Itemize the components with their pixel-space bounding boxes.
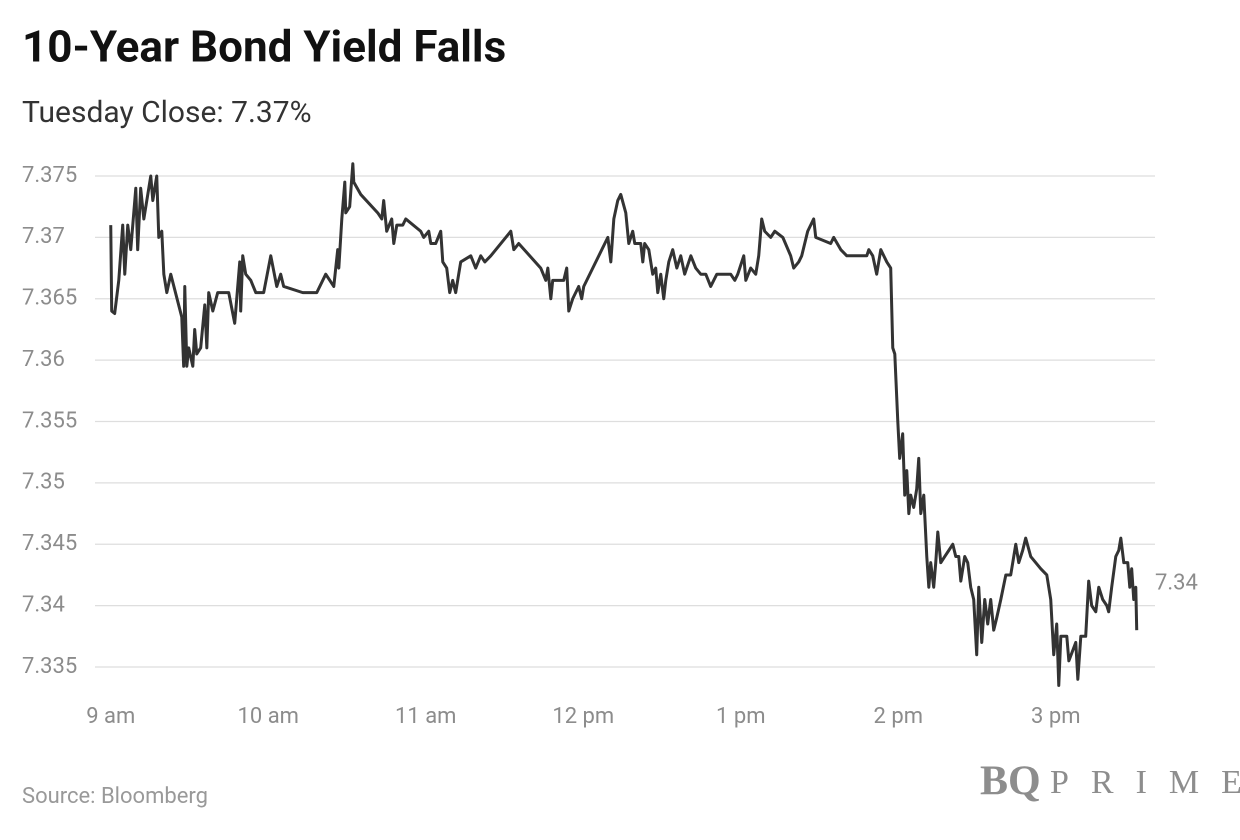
chart-title: 10-Year Bond Yield Falls: [22, 21, 506, 73]
y-tick-label: 7.34: [22, 592, 65, 617]
x-tick-label: 1 pm: [716, 704, 765, 729]
x-tick-label: 9 am: [86, 704, 135, 729]
x-tick-label: 2 pm: [874, 704, 923, 729]
y-tick-label: 7.36: [22, 347, 65, 372]
y-tick-label: 7.35: [22, 470, 65, 495]
y-tick-label: 7.37: [22, 224, 65, 249]
chart-subtitle: Tuesday Close: 7.37%: [22, 95, 312, 130]
y-tick-label: 7.365: [22, 286, 77, 311]
y-tick-label: 7.335: [22, 654, 77, 679]
logo-mark: BQ: [980, 759, 1041, 805]
yield-line: [109, 162, 1139, 687]
logo-name: PRIME: [1050, 764, 1240, 801]
source-note: Source: Bloomberg: [22, 784, 208, 809]
x-tick-label: 12 pm: [552, 704, 614, 729]
end-label: 7.34: [1155, 570, 1198, 595]
x-tick-label: 11 am: [395, 704, 456, 729]
x-tick-label: 10 am: [238, 704, 299, 729]
y-tick-label: 7.345: [22, 531, 77, 556]
y-tick-label: 7.375: [22, 163, 77, 188]
x-tick-label: 3 pm: [1031, 704, 1080, 729]
y-tick-label: 7.355: [22, 408, 77, 433]
